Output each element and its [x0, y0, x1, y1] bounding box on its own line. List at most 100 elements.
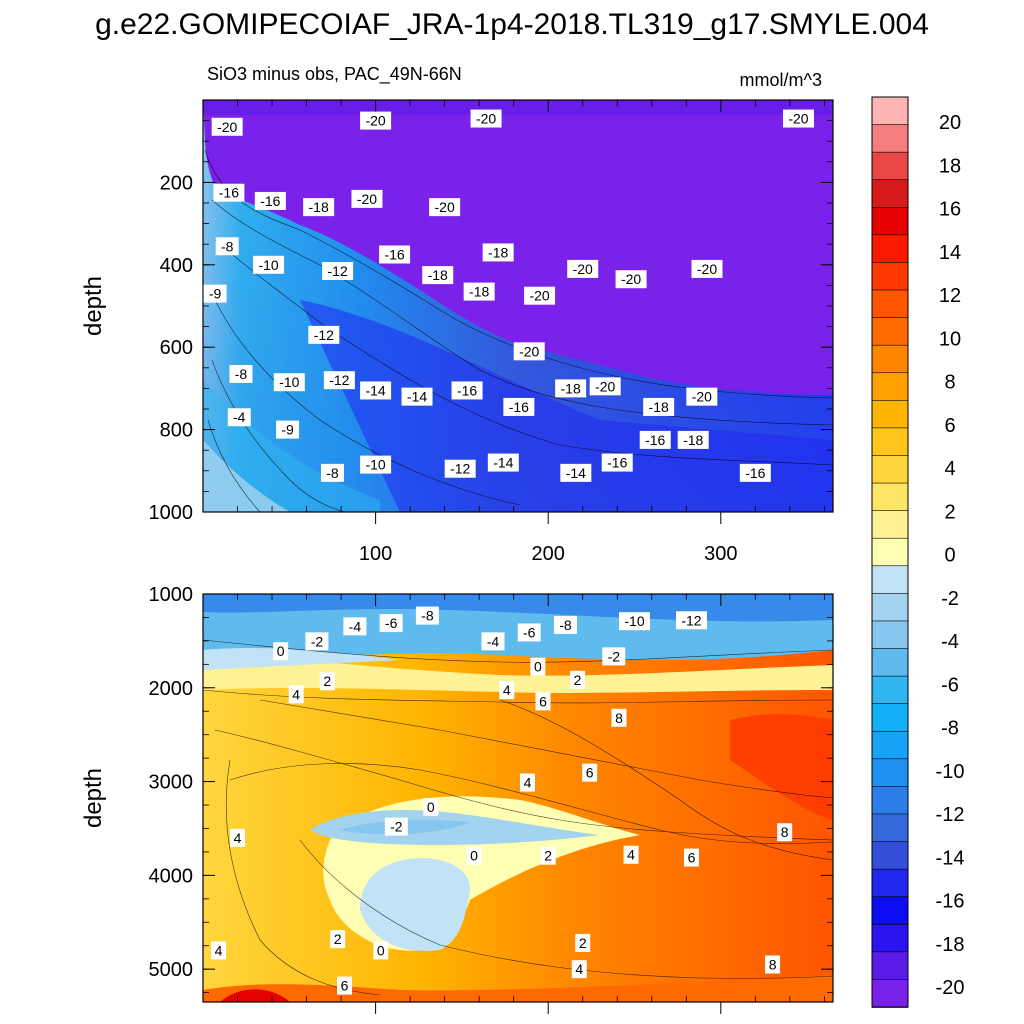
contour-label-text: 6	[539, 693, 547, 709]
contour-label-0-38: -8	[320, 463, 344, 482]
contour-label-box	[422, 266, 454, 285]
contour-label-1-30: 2	[575, 933, 591, 952]
contour-label-text: 8	[615, 710, 623, 726]
contour-label-text: -8	[326, 465, 339, 481]
contour-label-text: -16	[645, 432, 665, 448]
contour-label-1-10: -2	[602, 647, 626, 666]
contour-label-box	[739, 463, 771, 482]
contour-label-box	[683, 848, 699, 867]
contour-label-box	[466, 846, 482, 865]
contour-label-text: 4	[575, 961, 583, 977]
contour-label-1-26: 6	[683, 848, 699, 867]
contour-label-text: -18	[309, 199, 329, 215]
contour-label-box	[360, 111, 392, 130]
contour-label-text: -10	[279, 374, 299, 390]
contour-label-box	[351, 189, 383, 208]
contour-label-box	[503, 397, 535, 416]
colorbar-swatch-9	[871, 344, 909, 374]
colorbar-swatch-4	[871, 207, 909, 236]
contour-label-text: 4	[524, 775, 532, 791]
contour-label-0-16: -20	[524, 286, 556, 305]
colorbar-tick-label-0: 20	[939, 112, 961, 134]
colorbar-tick-label-8: 4	[944, 458, 955, 480]
colorbar-swatch-13	[871, 455, 909, 484]
contour-label-text: -20	[435, 199, 455, 215]
contour-label-box	[273, 642, 289, 661]
contour-label-0-3: -20	[782, 109, 814, 128]
contour-label-text: -6	[523, 624, 536, 640]
contour-label-0-4: -16	[213, 183, 245, 202]
colorbar-tick-label-10: 0	[944, 545, 955, 567]
contour-label-text: -12	[450, 461, 470, 477]
figure-title: g.e22.GOMIPECOIAF_JRA-1p4-2018.TL319_g17…	[95, 8, 929, 41]
colorbar-tick-label-7: 6	[944, 415, 955, 437]
contour-label-box	[203, 284, 227, 303]
contour-label-text: 0	[277, 643, 285, 659]
contour-label-text: -12	[329, 372, 349, 388]
colorbar-swatch-16	[871, 537, 909, 567]
contour-label-text: -18	[488, 244, 508, 260]
contour-label-box	[379, 245, 411, 264]
contour-label-box	[337, 976, 353, 995]
colorbar-swatch-7	[871, 289, 909, 319]
contour-label-1-19: 4	[519, 773, 535, 792]
contour-label-0-35: -9	[276, 420, 300, 439]
contour-label-0-28: -16	[451, 381, 483, 400]
contour-label-text: -16	[384, 247, 404, 263]
contour-label-box	[444, 459, 476, 478]
colorbar-swatch-28	[871, 868, 909, 898]
contour-label-0-29: -16	[503, 397, 535, 416]
contour-label-box	[360, 455, 392, 474]
contour-label-text: -12	[314, 327, 334, 343]
contour-label-1-24: 2	[540, 846, 556, 865]
contour-label-box	[499, 681, 515, 700]
contour-label-text: -2	[390, 819, 403, 835]
colorbar-tick-label-20: -20	[936, 977, 965, 999]
contour-label-1-13: 2	[319, 672, 335, 691]
contour-label-0-20: -9	[203, 284, 227, 303]
colorbar-tick-label-16: -12	[936, 804, 965, 826]
colorbar-tick-label-5: 10	[939, 328, 961, 350]
contour-label-1-25: 4	[623, 845, 639, 864]
contour-label-text: -20	[788, 111, 808, 127]
contour-label-text: -16	[607, 455, 627, 471]
contour-label-box	[288, 685, 304, 704]
contour-label-0-0: -20	[211, 117, 243, 136]
colorbar-tick-label-6: 8	[944, 372, 955, 394]
contour-label-text: -14	[493, 455, 513, 471]
colorbar-tick-label-14: -8	[941, 718, 959, 740]
contour-label-text: -12	[681, 612, 701, 628]
contour-label-text: -16	[745, 465, 765, 481]
contour-label-text: -16	[509, 399, 529, 415]
contour-label-0-44: -16	[739, 463, 771, 482]
contour-label-box	[686, 387, 718, 406]
colorbar-swatch-21	[871, 675, 909, 705]
contour-label-0-14: -18	[482, 243, 514, 262]
contour-label-box	[308, 325, 340, 344]
contour-label-text: -20	[692, 389, 712, 405]
contour-label-box	[782, 109, 814, 128]
colorbar-swatch-22	[871, 703, 909, 733]
contour-label-0-5: -16	[254, 191, 286, 210]
y-tick-label-0-3: 800	[160, 420, 193, 442]
contour-label-box	[215, 237, 239, 256]
contour-label-text: 4	[215, 942, 223, 958]
contour-label-box	[677, 430, 709, 449]
contour-label-text: 4	[292, 686, 300, 702]
x-tick-label-2: 300	[704, 543, 737, 565]
contour-label-0-19: -20	[691, 259, 723, 278]
contour-label-text: -20	[697, 261, 717, 277]
contour-label-box	[555, 379, 587, 398]
contour-label-box	[429, 198, 461, 217]
contour-label-box	[229, 364, 253, 383]
contour-label-0-33: -20	[686, 387, 718, 406]
contour-label-1-27: 8	[777, 823, 793, 842]
contour-label-0-10: -10	[253, 255, 285, 274]
contour-label-0-22: -20	[513, 342, 545, 361]
plot-frame-1	[202, 593, 834, 1003]
contour-label-text: -18	[561, 380, 581, 396]
contour-label-box	[320, 463, 344, 482]
contour-label-1-23: 0	[466, 846, 482, 865]
contour-label-text: -20	[573, 261, 593, 277]
colorbar-swatch-25	[871, 786, 909, 815]
